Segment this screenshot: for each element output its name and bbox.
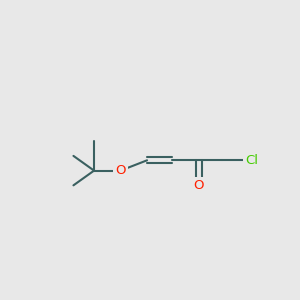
Text: Cl: Cl — [245, 154, 258, 167]
Text: O: O — [115, 164, 126, 177]
Text: O: O — [193, 179, 204, 192]
